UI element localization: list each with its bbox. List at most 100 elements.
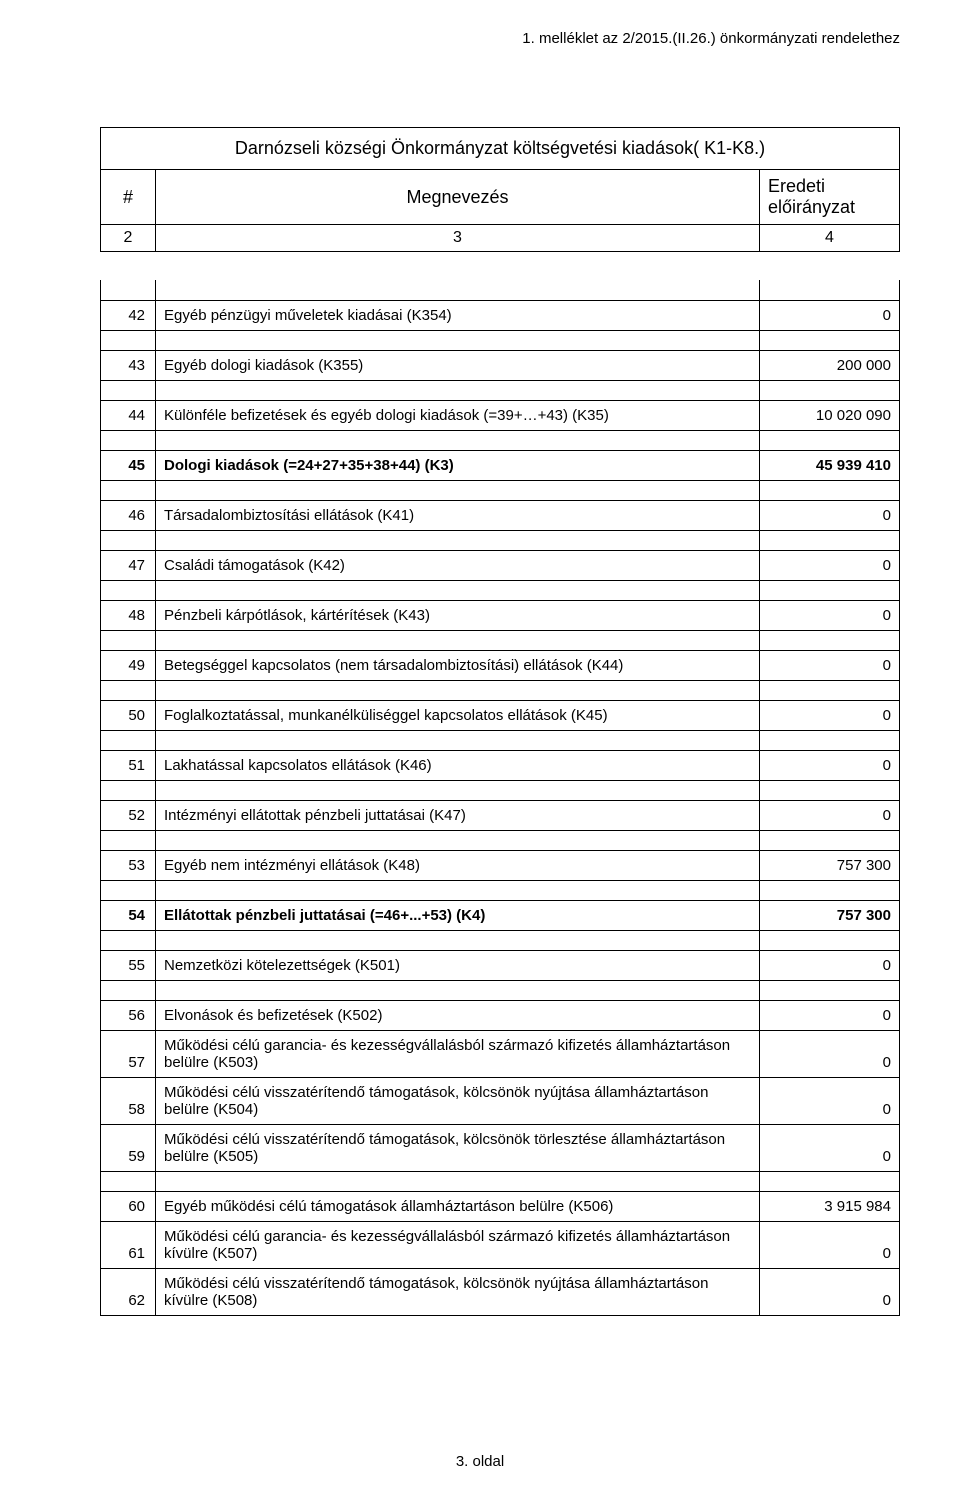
row-label: Egyéb dologi kiadások (K355) bbox=[156, 350, 760, 380]
table-row: 43Egyéb dologi kiadások (K355)200 000 bbox=[101, 350, 900, 380]
row-label: Ellátottak pénzbeli juttatásai (=46+...+… bbox=[156, 900, 760, 930]
row-label: Működési célú visszatérítendő támogatáso… bbox=[156, 1124, 760, 1171]
row-label: Elvonások és befizetések (K502) bbox=[156, 1000, 760, 1030]
row-number: 46 bbox=[101, 500, 156, 530]
row-value: 0 bbox=[760, 550, 900, 580]
table-row: 57Működési célú garancia- és kezességvál… bbox=[101, 1030, 900, 1077]
row-value: 0 bbox=[760, 1221, 900, 1268]
row-label: Működési célú garancia- és kezességválla… bbox=[156, 1030, 760, 1077]
col-header-value: Eredeti előirányzat bbox=[760, 170, 900, 225]
table-row: 53Egyéb nem intézményi ellátások (K48)75… bbox=[101, 850, 900, 880]
table-row: 48Pénzbeli kárpótlások, kártérítések (K4… bbox=[101, 600, 900, 630]
row-value: 0 bbox=[760, 750, 900, 780]
page-header: 1. melléklet az 2/2015.(II.26.) önkormán… bbox=[100, 30, 900, 47]
row-spacer bbox=[101, 280, 900, 300]
row-value: 0 bbox=[760, 600, 900, 630]
table-title: Darnózseli községi Önkormányzat költségv… bbox=[101, 128, 900, 170]
row-label: Különféle befizetések és egyéb dologi ki… bbox=[156, 400, 760, 430]
row-spacer bbox=[101, 1171, 900, 1191]
row-spacer bbox=[101, 330, 900, 350]
row-number: 62 bbox=[101, 1268, 156, 1315]
table-row: 56Elvonások és befizetések (K502)0 bbox=[101, 1000, 900, 1030]
row-value: 0 bbox=[760, 1268, 900, 1315]
row-number: 47 bbox=[101, 550, 156, 580]
table-row: 42Egyéb pénzügyi műveletek kiadásai (K35… bbox=[101, 300, 900, 330]
row-spacer bbox=[101, 730, 900, 750]
row-spacer bbox=[101, 430, 900, 450]
table-row: 62Működési célú visszatérítendő támogatá… bbox=[101, 1268, 900, 1315]
row-value: 0 bbox=[760, 650, 900, 680]
row-label: Egyéb működési célú támogatások államház… bbox=[156, 1191, 760, 1221]
row-spacer bbox=[101, 630, 900, 650]
table-row: 47Családi támogatások (K42)0 bbox=[101, 550, 900, 580]
row-spacer bbox=[101, 930, 900, 950]
row-label: Működési célú visszatérítendő támogatáso… bbox=[156, 1268, 760, 1315]
row-value: 757 300 bbox=[760, 850, 900, 880]
row-number: 55 bbox=[101, 950, 156, 980]
table-row: 60Egyéb működési célú támogatások államh… bbox=[101, 1191, 900, 1221]
row-value: 0 bbox=[760, 300, 900, 330]
row-number: 43 bbox=[101, 350, 156, 380]
row-number: 48 bbox=[101, 600, 156, 630]
row-value: 0 bbox=[760, 1030, 900, 1077]
row-label: Dologi kiadások (=24+27+35+38+44) (K3) bbox=[156, 450, 760, 480]
row-number: 52 bbox=[101, 800, 156, 830]
table-row: 59Működési célú visszatérítendő támogatá… bbox=[101, 1124, 900, 1171]
row-value: 757 300 bbox=[760, 900, 900, 930]
row-label: Családi támogatások (K42) bbox=[156, 550, 760, 580]
row-number: 42 bbox=[101, 300, 156, 330]
row-number: 54 bbox=[101, 900, 156, 930]
row-value: 0 bbox=[760, 1000, 900, 1030]
row-number: 50 bbox=[101, 700, 156, 730]
row-number: 60 bbox=[101, 1191, 156, 1221]
col-header-num: # bbox=[101, 170, 156, 225]
row-value: 0 bbox=[760, 1077, 900, 1124]
row-number: 45 bbox=[101, 450, 156, 480]
col-num-3: 4 bbox=[760, 225, 900, 252]
row-value: 10 020 090 bbox=[760, 400, 900, 430]
row-spacer bbox=[101, 680, 900, 700]
row-number: 51 bbox=[101, 750, 156, 780]
header-table: Darnózseli községi Önkormányzat költségv… bbox=[100, 127, 900, 252]
row-label: Működési célú garancia- és kezességválla… bbox=[156, 1221, 760, 1268]
table-row: 49Betegséggel kapcsolatos (nem társadalo… bbox=[101, 650, 900, 680]
row-label: Foglalkoztatással, munkanélküliséggel ka… bbox=[156, 700, 760, 730]
row-number: 59 bbox=[101, 1124, 156, 1171]
row-value: 45 939 410 bbox=[760, 450, 900, 480]
table-row: 58Működési célú visszatérítendő támogatá… bbox=[101, 1077, 900, 1124]
row-label: Lakhatással kapcsolatos ellátások (K46) bbox=[156, 750, 760, 780]
row-value: 0 bbox=[760, 950, 900, 980]
data-table: 42Egyéb pénzügyi műveletek kiadásai (K35… bbox=[100, 280, 900, 1316]
row-label: Egyéb nem intézményi ellátások (K48) bbox=[156, 850, 760, 880]
row-number: 61 bbox=[101, 1221, 156, 1268]
row-label: Nemzetközi kötelezettségek (K501) bbox=[156, 950, 760, 980]
table-row: 52Intézményi ellátottak pénzbeli juttatá… bbox=[101, 800, 900, 830]
row-value: 3 915 984 bbox=[760, 1191, 900, 1221]
row-label: Betegséggel kapcsolatos (nem társadalomb… bbox=[156, 650, 760, 680]
row-spacer bbox=[101, 580, 900, 600]
col-num-1: 2 bbox=[101, 225, 156, 252]
row-spacer bbox=[101, 380, 900, 400]
table-row: 54Ellátottak pénzbeli juttatásai (=46+..… bbox=[101, 900, 900, 930]
row-number: 57 bbox=[101, 1030, 156, 1077]
row-number: 44 bbox=[101, 400, 156, 430]
row-number: 49 bbox=[101, 650, 156, 680]
row-label: Intézményi ellátottak pénzbeli juttatása… bbox=[156, 800, 760, 830]
row-label: Működési célú visszatérítendő támogatáso… bbox=[156, 1077, 760, 1124]
row-spacer bbox=[101, 480, 900, 500]
table-row: 55Nemzetközi kötelezettségek (K501)0 bbox=[101, 950, 900, 980]
table-row: 51Lakhatással kapcsolatos ellátások (K46… bbox=[101, 750, 900, 780]
row-label: Pénzbeli kárpótlások, kártérítések (K43) bbox=[156, 600, 760, 630]
row-value: 0 bbox=[760, 700, 900, 730]
table-row: 46Társadalombiztosítási ellátások (K41)0 bbox=[101, 500, 900, 530]
table-row: 50Foglalkoztatással, munkanélküliséggel … bbox=[101, 700, 900, 730]
row-value: 0 bbox=[760, 500, 900, 530]
col-num-2: 3 bbox=[156, 225, 760, 252]
row-value: 0 bbox=[760, 800, 900, 830]
table-row: 45Dologi kiadások (=24+27+35+38+44) (K3)… bbox=[101, 450, 900, 480]
row-value: 200 000 bbox=[760, 350, 900, 380]
row-spacer bbox=[101, 980, 900, 1000]
row-value: 0 bbox=[760, 1124, 900, 1171]
row-spacer bbox=[101, 780, 900, 800]
col-header-name: Megnevezés bbox=[156, 170, 760, 225]
